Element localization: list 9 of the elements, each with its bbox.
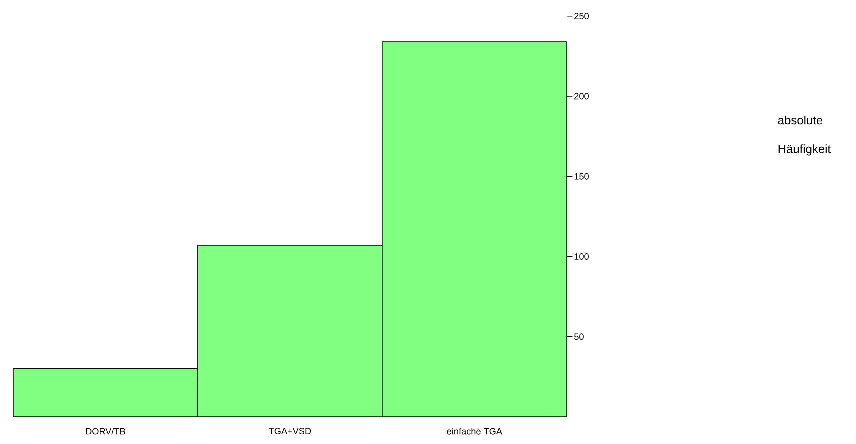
text: absolute Häufigkeit — [778, 116, 831, 156]
y-tick-label: 200 — [574, 93, 589, 100]
y-tick-label: 150 — [574, 173, 589, 180]
x-tick-label: DORV/TB — [86, 428, 126, 435]
y-tick-label: 250 — [574, 13, 589, 20]
y-tick-label: 100 — [574, 254, 589, 260]
x-tick-label: TGA+VSD — [269, 428, 312, 435]
x-tick-label: einfache TGA — [447, 428, 502, 435]
y-tick-label: 50 — [574, 334, 584, 340]
